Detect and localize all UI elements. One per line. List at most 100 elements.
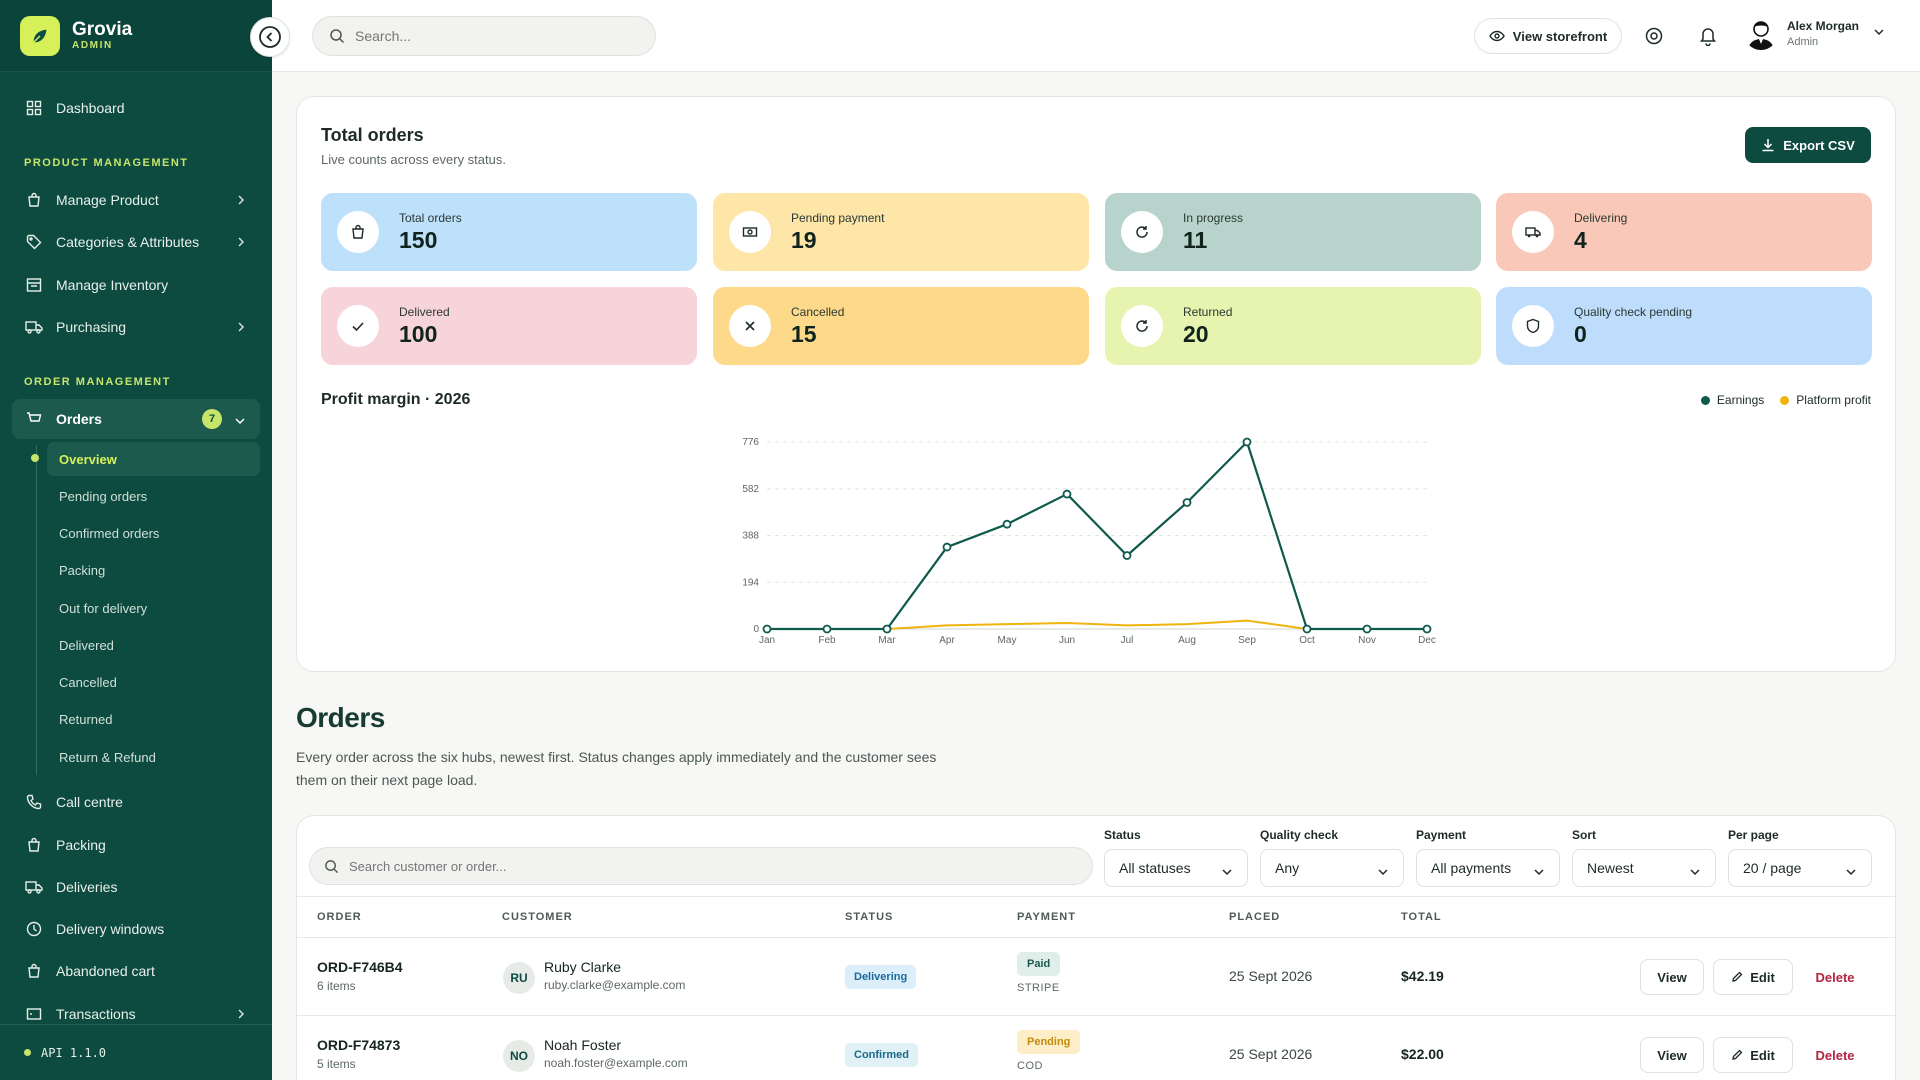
sidebar-item-abandoned-cart[interactable]: Abandoned cart: [12, 953, 260, 989]
y-tick-label: 388: [742, 531, 759, 542]
stat-tile-cancelled[interactable]: Cancelled 15: [713, 287, 1089, 365]
user-name: Alex Morgan: [1787, 18, 1860, 33]
stat-tile-in-progress[interactable]: In progress 11: [1105, 193, 1481, 271]
card-icon: [25, 1005, 43, 1023]
submenu-item[interactable]: Delivered: [59, 637, 114, 653]
active-dot: [31, 454, 39, 462]
order-cell: ORD-F74873 5 items: [317, 1037, 400, 1071]
filter-select[interactable]: 20 / page: [1728, 849, 1872, 887]
filter-value: Newest: [1587, 860, 1634, 876]
customer-email: noah.foster@example.com: [544, 1056, 688, 1070]
submenu-item[interactable]: Returned: [59, 711, 113, 727]
sidebar-item-call-centre[interactable]: Call centre: [12, 784, 260, 820]
edit-button[interactable]: Edit: [1713, 959, 1793, 995]
chevron-down-icon: [1533, 864, 1545, 880]
user-role: Admin: [1787, 35, 1819, 48]
column-payment: PAYMENT: [1017, 911, 1076, 923]
edit-button[interactable]: Edit: [1713, 1037, 1793, 1073]
chart-legend: Earnings Platform profit: [1685, 393, 1871, 407]
sidebar-item-purchasing[interactable]: Purchasing: [12, 309, 260, 345]
view-button[interactable]: View: [1640, 1037, 1704, 1073]
delete-button[interactable]: Delete: [1815, 969, 1855, 985]
chevron-right-icon: [236, 235, 246, 251]
filter-select[interactable]: All payments: [1416, 849, 1560, 887]
sidebar-item-inventory[interactable]: Manage Inventory: [12, 267, 260, 303]
check-icon: [337, 305, 379, 347]
y-tick-label: 582: [742, 484, 759, 495]
brand-sub: ADMIN: [72, 40, 113, 51]
data-point-earnings: [762, 624, 772, 634]
edit-label: Edit: [1750, 1047, 1775, 1063]
sidebar-item-deliveries[interactable]: Deliveries: [12, 869, 260, 905]
profit-margin-chart: 0 194 388 582 776 Jan Feb Mar Apr May Jun Jul Aug Sep…: [742, 437, 1436, 646]
filter-select[interactable]: Newest: [1572, 849, 1716, 887]
chevron-down-icon: [234, 413, 246, 429]
sidebar-item-orders[interactable]: Orders 7: [12, 399, 260, 439]
table-row[interactable]: ORD-F746B4 6 items RU Ruby Clarke ruby.clark…: [297, 938, 1895, 1016]
stat-value: 19: [791, 226, 817, 253]
sidebar-item-categories[interactable]: Categories & Attributes: [12, 224, 260, 260]
data-point-earnings: [882, 624, 892, 634]
filter-status: Status All statuses: [1104, 828, 1248, 887]
stat-value: 4: [1574, 226, 1587, 253]
edit-label: Edit: [1750, 969, 1775, 985]
collapse-sidebar-button[interactable]: [250, 17, 290, 57]
submenu-item[interactable]: Packing: [59, 562, 106, 578]
order-id[interactable]: ORD-F746B4: [317, 959, 403, 975]
stat-label: Returned: [1183, 304, 1233, 319]
chart-title: Profit margin · 2026: [321, 391, 471, 408]
filter-select[interactable]: All statuses: [1104, 849, 1248, 887]
shield-icon: [1512, 305, 1554, 347]
sidebar-item-transactions[interactable]: Transactions: [12, 996, 260, 1032]
stat-tile-total-orders[interactable]: Total orders 150: [321, 193, 697, 271]
user-menu[interactable]: Alex Morgan Admin: [1744, 16, 1885, 50]
sidebar-item-packing[interactable]: Packing: [12, 827, 260, 863]
view-button[interactable]: View: [1640, 959, 1704, 995]
column-placed: PLACED: [1229, 911, 1281, 923]
submenu-item[interactable]: Confirmed orders: [59, 525, 160, 541]
submenu-item[interactable]: Overview: [47, 442, 260, 476]
column-status: STATUS: [845, 911, 894, 923]
x-tick-label: Aug: [1178, 635, 1196, 646]
card-title: Total orders: [321, 125, 424, 145]
submenu-item[interactable]: Return & Refund: [59, 749, 156, 765]
order-search-input[interactable]: [349, 858, 1049, 874]
search-input[interactable]: [355, 28, 635, 44]
x-tick-label: Mar: [878, 635, 896, 646]
stat-value: 15: [791, 320, 817, 347]
submenu-item[interactable]: Pending orders: [59, 488, 148, 504]
stat-tile-returned[interactable]: Returned 20: [1105, 287, 1481, 365]
delete-button[interactable]: Delete: [1815, 1047, 1855, 1063]
export-csv-button[interactable]: Export CSV: [1745, 127, 1871, 163]
global-search[interactable]: [312, 16, 656, 56]
submenu-item[interactable]: Out for delivery: [59, 600, 148, 616]
chevron-down-icon: [1873, 24, 1885, 42]
order-id[interactable]: ORD-F74873: [317, 1037, 401, 1053]
stat-tile-delivering[interactable]: Delivering 4: [1496, 193, 1872, 271]
stat-tile-quality-check-pending[interactable]: Quality check pending 0: [1496, 287, 1872, 365]
search-icon: [325, 859, 339, 873]
settings-button[interactable]: [1642, 24, 1666, 48]
table-row[interactable]: ORD-F74873 5 items NO Noah Foster noah.foste…: [297, 1016, 1895, 1080]
y-tick-label: 194: [742, 577, 759, 588]
payment-cell: Paid STRIPE: [1017, 952, 1061, 994]
stat-value: 20: [1183, 320, 1209, 347]
sidebar-item-label: Orders: [56, 411, 102, 427]
legend-dot: [1780, 395, 1790, 405]
brand[interactable]: Grovia ADMIN: [0, 0, 272, 72]
stat-tile-pending-payment[interactable]: Pending payment 19: [713, 193, 1089, 271]
stat-tile-delivered[interactable]: Delivered 100: [321, 287, 697, 365]
order-search[interactable]: [309, 847, 1093, 885]
stat-value: 150: [399, 226, 438, 253]
submenu-item[interactable]: Cancelled: [59, 674, 117, 690]
sidebar-item-label: Call centre: [56, 794, 123, 810]
notifications-button[interactable]: [1696, 24, 1720, 48]
filter-per-page: Per page 20 / page: [1728, 828, 1872, 887]
sidebar-item-manage-product[interactable]: Manage Product: [12, 182, 260, 218]
sidebar-item-delivery-windows[interactable]: Delivery windows: [12, 911, 260, 947]
view-storefront-button[interactable]: View storefront: [1474, 18, 1622, 54]
sidebar-item-dashboard[interactable]: Dashboard: [12, 90, 260, 126]
filter-select[interactable]: Any: [1260, 849, 1404, 887]
gear-icon: [1645, 27, 1663, 45]
stat-label: Delivering: [1574, 210, 1628, 225]
